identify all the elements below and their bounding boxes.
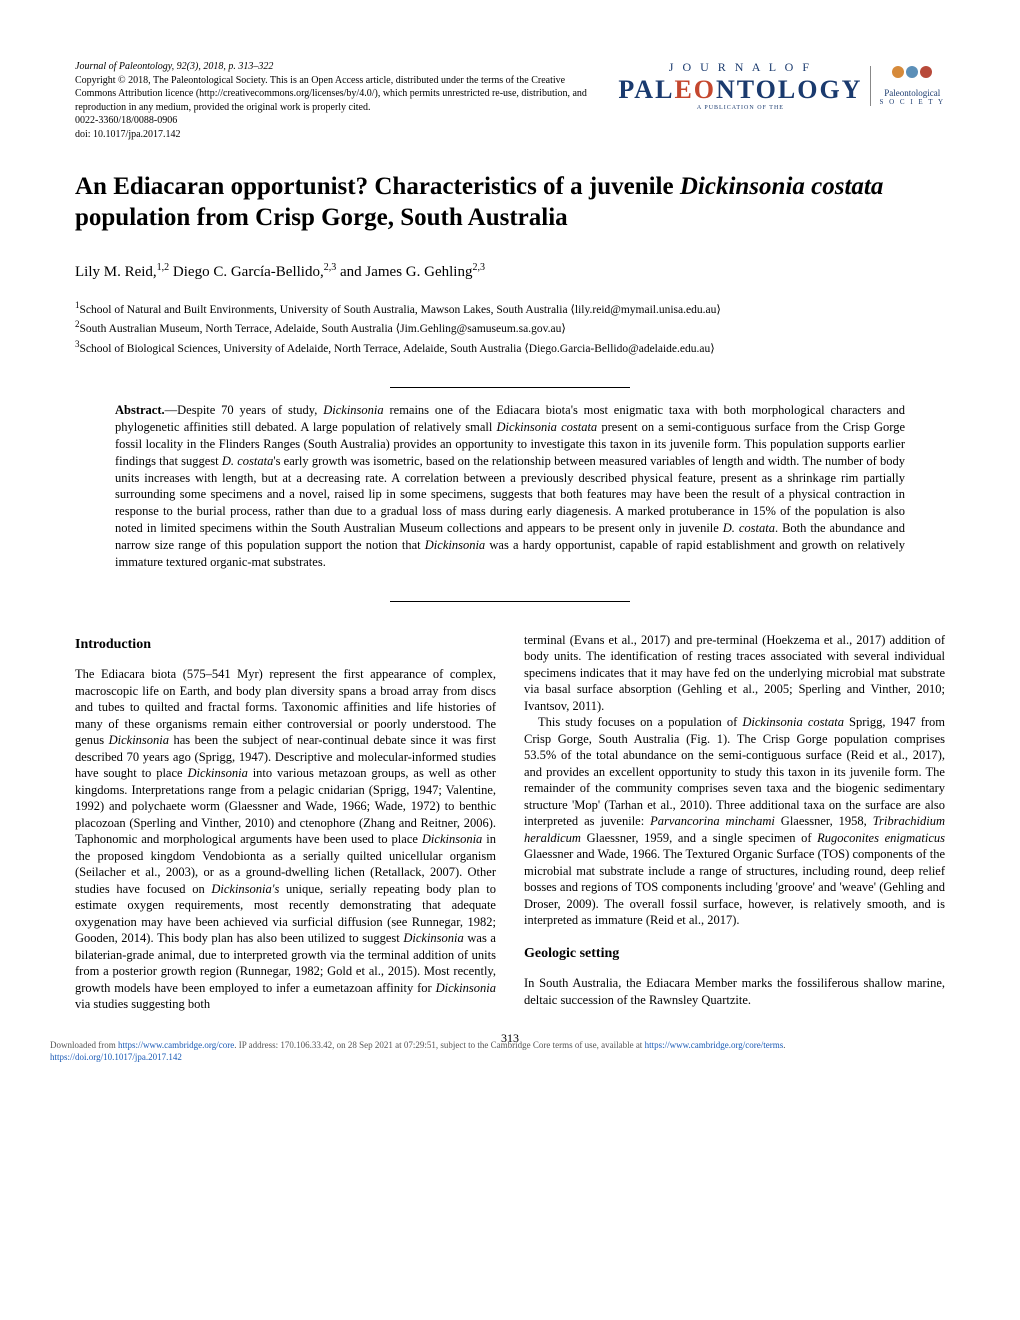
footer-line-1: Downloaded from https://www.cambridge.or… xyxy=(50,1040,970,1052)
copyright-line: Copyright © 2018, The Paleontological So… xyxy=(75,74,595,115)
header-row: Journal of Paleontology, 92(3), 2018, p.… xyxy=(75,60,945,141)
left-column: Introduction The Ediacara biota (575–541… xyxy=(75,632,496,1013)
affiliation-1: 1School of Natural and Built Environment… xyxy=(75,299,945,319)
affiliation-3: 3School of Biological Sciences, Universi… xyxy=(75,338,945,358)
authors: Lily M. Reid,1,2 Diego C. García-Bellido… xyxy=(75,262,945,281)
journal-logo: J O U R N A L O F PALEONTOLOGY A PUBLICA… xyxy=(618,60,945,111)
geologic-heading: Geologic setting xyxy=(524,945,945,963)
body-columns: Introduction The Ediacara biota (575–541… xyxy=(75,632,945,1013)
logo-subline: A PUBLICATION OF THE xyxy=(618,105,862,111)
abstract-sp1: Dickinsonia xyxy=(323,403,383,417)
doi-line: doi: 10.1017/jpa.2017.142 xyxy=(75,128,595,142)
article-title: An Ediacaran opportunist? Characteristic… xyxy=(75,171,945,234)
abstract-rule-bottom xyxy=(390,601,630,602)
right-column: terminal (Evans et al., 2017) and pre-te… xyxy=(524,632,945,1013)
download-footer: Downloaded from https://www.cambridge.or… xyxy=(50,1040,970,1063)
title-before: An Ediacaran opportunist? Characteristic… xyxy=(75,173,680,200)
author-1-sup: 1,2 xyxy=(157,262,170,273)
logo-journal-of: J O U R N A L O F xyxy=(618,60,862,75)
journal-logo-text: J O U R N A L O F PALEONTOLOGY A PUBLICA… xyxy=(618,60,862,111)
title-after: population from Crisp Gorge, South Austr… xyxy=(75,204,568,231)
header-meta: Journal of Paleontology, 92(3), 2018, p.… xyxy=(75,60,595,141)
society-icon xyxy=(887,66,937,88)
geologic-p1: In South Australia, the Ediacara Member … xyxy=(524,975,945,1008)
abstract-sp3: D. costata xyxy=(222,454,273,468)
affiliation-2: 2South Australian Museum, North Terrace,… xyxy=(75,318,945,338)
footer-link-doi[interactable]: https://doi.org/10.1017/jpa.2017.142 xyxy=(50,1052,182,1062)
title-species: Dickinsonia costata xyxy=(680,173,884,200)
author-2-sup: 2,3 xyxy=(324,262,337,273)
logo-paleontology: PALEONTOLOGY xyxy=(618,75,862,105)
citation-line: Journal of Paleontology, 92(3), 2018, p.… xyxy=(75,60,595,74)
abstract-sp5: Dickinsonia xyxy=(425,538,485,552)
right-p1: terminal (Evans et al., 2017) and pre-te… xyxy=(524,632,945,715)
intro-paragraph: The Ediacara biota (575–541 Myr) represe… xyxy=(75,666,496,1013)
abstract-sp2: Dickinsonia costata xyxy=(497,420,598,434)
abstract-sp4: D. costata xyxy=(723,521,775,535)
right-p2: This study focuses on a population of Di… xyxy=(524,714,945,929)
abstract-sep: — xyxy=(165,403,178,417)
footer-line-2: https://doi.org/10.1017/jpa.2017.142 xyxy=(50,1052,970,1064)
footer-link-terms[interactable]: https://www.cambridge.org/core/terms xyxy=(645,1040,784,1050)
author-3: James G. Gehling xyxy=(365,264,472,280)
abstract: Abstract.—Despite 70 years of study, Dic… xyxy=(115,402,905,571)
abstract-label: Abstract. xyxy=(115,403,165,417)
author-1: Lily M. Reid, xyxy=(75,264,157,280)
paleontological-society-logo: Paleontological S O C I E T Y xyxy=(870,66,945,106)
and-text: and xyxy=(336,264,365,280)
footer-link-core[interactable]: https://www.cambridge.org/core xyxy=(118,1040,234,1050)
society-name-bottom: S O C I E T Y xyxy=(879,98,945,106)
abstract-t1: Despite 70 years of study, xyxy=(177,403,323,417)
author-2: Diego C. García-Bellido, xyxy=(169,264,324,280)
society-name-top: Paleontological xyxy=(884,88,940,98)
abstract-rule-top xyxy=(390,387,630,388)
affiliations: 1School of Natural and Built Environment… xyxy=(75,299,945,358)
issn-line: 0022-3360/18/0088-0906 xyxy=(75,114,595,128)
author-3-sup: 2,3 xyxy=(472,262,485,273)
introduction-heading: Introduction xyxy=(75,636,496,654)
